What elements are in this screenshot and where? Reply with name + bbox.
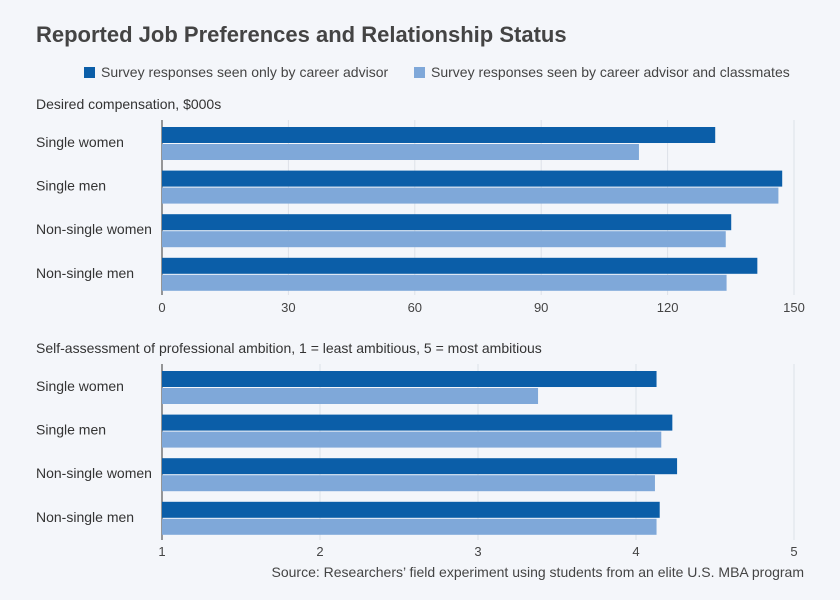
bar-advisor-only xyxy=(162,414,673,431)
x-tick-label: 4 xyxy=(632,544,639,559)
x-tick-label: 3 xyxy=(474,544,481,559)
category-label: Single men xyxy=(36,178,106,194)
x-tick-label: 90 xyxy=(534,300,548,315)
category-label: Single women xyxy=(36,134,124,150)
x-tick-label: 150 xyxy=(783,300,805,315)
legend-item-advisor-only: Survey responses seen only by career adv… xyxy=(84,64,388,80)
x-tick-label: 60 xyxy=(408,300,422,315)
legend-item-advisor-and-classmates: Survey responses seen by career advisor … xyxy=(414,64,790,80)
category-label: Non-single men xyxy=(36,265,134,281)
bar-advisor-only xyxy=(162,214,732,231)
panel1-title: Desired compensation, $000s xyxy=(36,96,222,112)
bar-advisor-and-classmates xyxy=(162,274,727,291)
x-tick-label: 2 xyxy=(316,544,323,559)
x-tick-label: 1 xyxy=(158,544,165,559)
x-tick-label: 120 xyxy=(657,300,679,315)
source-note: Source: Researchers’ field experiment us… xyxy=(271,564,805,580)
category-label: Non-single men xyxy=(36,509,134,525)
legend-swatch-light xyxy=(414,66,425,78)
bar-advisor-and-classmates xyxy=(162,144,639,160)
category-label: Non-single women xyxy=(36,465,152,481)
bar-advisor-only xyxy=(162,458,678,475)
bar-advisor-and-classmates xyxy=(162,518,657,535)
category-label: Single men xyxy=(36,422,106,438)
bar-advisor-and-classmates xyxy=(162,187,779,204)
bar-advisor-and-classmates xyxy=(162,475,655,492)
bar-advisor-and-classmates xyxy=(162,388,539,404)
legend-label: Survey responses seen only by career adv… xyxy=(101,64,389,80)
x-tick-label: 30 xyxy=(281,300,295,315)
panel2-title: Self-assessment of professional ambition… xyxy=(36,340,542,356)
category-label: Non-single women xyxy=(36,221,152,237)
bar-advisor-only xyxy=(162,501,660,518)
bar-advisor-only xyxy=(162,127,716,143)
category-label: Single women xyxy=(36,378,124,394)
bar-advisor-and-classmates xyxy=(162,231,726,248)
bar-advisor-only xyxy=(162,170,783,187)
bar-advisor-only xyxy=(162,257,758,274)
legend-swatch-dark xyxy=(84,66,95,78)
bar-advisor-only xyxy=(162,371,657,387)
legend-label: Survey responses seen by career advisor … xyxy=(431,64,790,80)
chart-title: Reported Job Preferences and Relationshi… xyxy=(36,22,567,47)
x-tick-label: 5 xyxy=(790,544,797,559)
x-tick-label: 0 xyxy=(158,300,165,315)
bar-advisor-and-classmates xyxy=(162,431,662,448)
